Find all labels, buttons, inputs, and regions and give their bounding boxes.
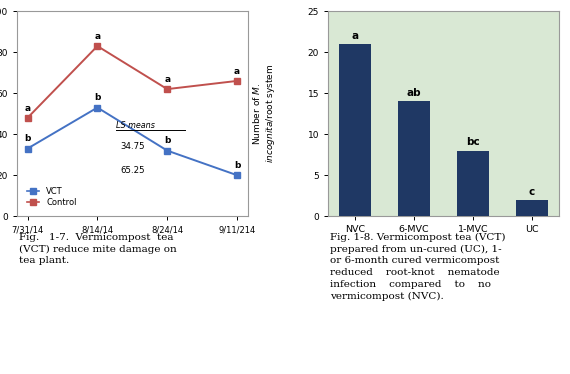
Text: b: b: [25, 134, 31, 144]
VCT: [164, 148, 170, 153]
Text: 34.75: 34.75: [121, 142, 145, 151]
Control: [234, 79, 241, 83]
Legend: VCT, Control: VCT, Control: [23, 184, 80, 210]
Control: [24, 116, 31, 120]
Text: bc: bc: [466, 137, 480, 147]
VCT: [94, 105, 101, 110]
Text: Fig.   1-7.  Vermicompost  tea
(VCT) reduce mite damage on
tea plant.: Fig. 1-7. Vermicompost tea (VCT) reduce …: [19, 233, 177, 266]
Control: [164, 87, 170, 91]
Line: Control: Control: [25, 43, 240, 121]
VCT: [24, 146, 31, 151]
Bar: [457, 151, 489, 216]
Text: ab: ab: [406, 88, 421, 98]
Line: VCT: VCT: [25, 104, 240, 178]
Bar: [398, 101, 430, 216]
Text: a: a: [164, 75, 170, 84]
Text: Fig. 1-8. Vermicompost tea (VCT)
prepared from un-cured (UC), 1-
or 6-month cure: Fig. 1-8. Vermicompost tea (VCT) prepare…: [331, 233, 506, 301]
Text: b: b: [164, 137, 170, 145]
Text: b: b: [94, 94, 100, 102]
VCT: [234, 173, 241, 177]
Text: a: a: [25, 104, 31, 113]
Control: [94, 44, 101, 48]
Text: b: b: [234, 161, 240, 170]
Text: a: a: [234, 67, 240, 76]
Text: a: a: [95, 32, 100, 41]
Bar: [516, 200, 548, 216]
Bar: [339, 44, 371, 216]
Text: LS means: LS means: [116, 121, 155, 130]
Text: Number of $\mathit{M}.$
$\mathit{incognita}$/root system: Number of $\mathit{M}.$ $\mathit{incogni…: [251, 64, 276, 163]
Text: 65.25: 65.25: [121, 166, 145, 175]
Text: c: c: [529, 187, 535, 196]
Text: a: a: [351, 31, 359, 41]
